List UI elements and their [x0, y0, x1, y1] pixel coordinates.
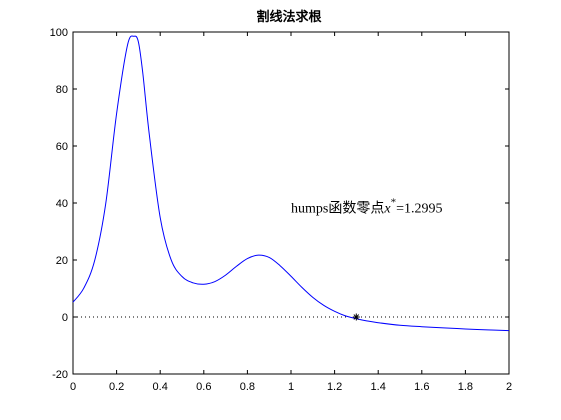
- x-tick-label: 1: [288, 381, 294, 393]
- x-tick-label: 0.2: [109, 381, 124, 393]
- x-tick-label: 0.6: [196, 381, 211, 393]
- annotation-prefix: humps函数零点: [291, 201, 384, 217]
- x-tick-label: 2: [506, 381, 512, 393]
- y-tick-label: -20: [52, 369, 68, 381]
- x-tick-label: 0: [70, 381, 76, 393]
- y-tick-label: 20: [56, 255, 68, 267]
- y-tick-label: 80: [56, 84, 68, 96]
- x-tick-label: 0.4: [153, 381, 168, 393]
- y-tick-label: 60: [56, 141, 68, 153]
- x-tick-label: 1.8: [458, 381, 473, 393]
- x-tick-label: 1.4: [371, 381, 386, 393]
- x-tick-label: 0.8: [240, 381, 255, 393]
- y-tick-label: 100: [50, 27, 68, 39]
- y-tick-label: 40: [56, 198, 68, 210]
- y-tick-label: 0: [62, 312, 68, 324]
- annotation-value: =1.2995: [396, 202, 442, 217]
- x-tick-label: 1.6: [414, 381, 429, 393]
- chart-title: 割线法求根: [256, 9, 322, 25]
- x-tick-label: 1.2: [327, 381, 342, 393]
